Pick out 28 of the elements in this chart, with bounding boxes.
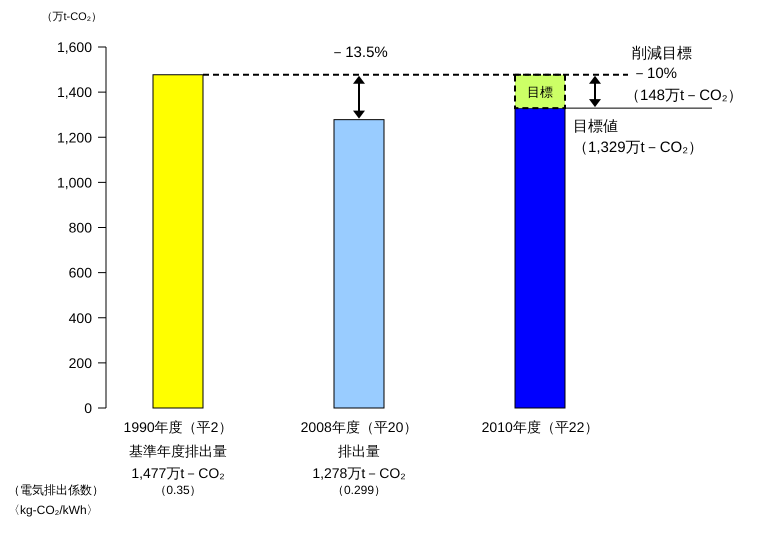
text: 〈kg-CO₂/kWh〉 <box>8 503 99 517</box>
ref-line-label: 削減目標 <box>632 44 692 62</box>
y-tick-label: 800 <box>68 220 92 236</box>
y-tick-label: 1,400 <box>56 84 92 100</box>
y-tick-label: 1,200 <box>56 129 92 146</box>
annotation: （148万t－CO₂） <box>625 87 743 104</box>
x-tick-label: 1990年度（平2） <box>124 419 232 435</box>
x-tick-label: 2010年度（平22） <box>482 419 598 435</box>
y-tick-label: 400 <box>68 310 92 326</box>
text: （0.299） <box>332 483 386 497</box>
text: 1,477万t－CO₂ <box>131 465 225 481</box>
x-tick-label: 2008年度（平20） <box>300 419 418 435</box>
y-tick-label: 1,600 <box>56 39 92 55</box>
y-tick-label: 0 <box>84 400 92 416</box>
text: －10% <box>632 65 678 82</box>
y-tick-label: 1,000 <box>56 174 92 190</box>
legend-label: 目標値 <box>573 118 618 136</box>
annotation: （1,329万t－CO₂） <box>573 139 704 156</box>
text: 排出量 <box>338 443 380 459</box>
text: 基準年度排出量 <box>129 443 227 459</box>
y-tick-label: 200 <box>68 354 92 371</box>
y-tick-label: 600 <box>68 264 92 281</box>
text: （電気排出係数） <box>8 483 104 497</box>
text: （0.35） <box>154 483 202 497</box>
text: 1,278万t－CO₂ <box>312 465 406 481</box>
annotation: －13.5% <box>330 44 388 61</box>
y-axis-title: （万t-CO₂） <box>42 11 102 23</box>
series-name: 目標 <box>527 84 553 100</box>
